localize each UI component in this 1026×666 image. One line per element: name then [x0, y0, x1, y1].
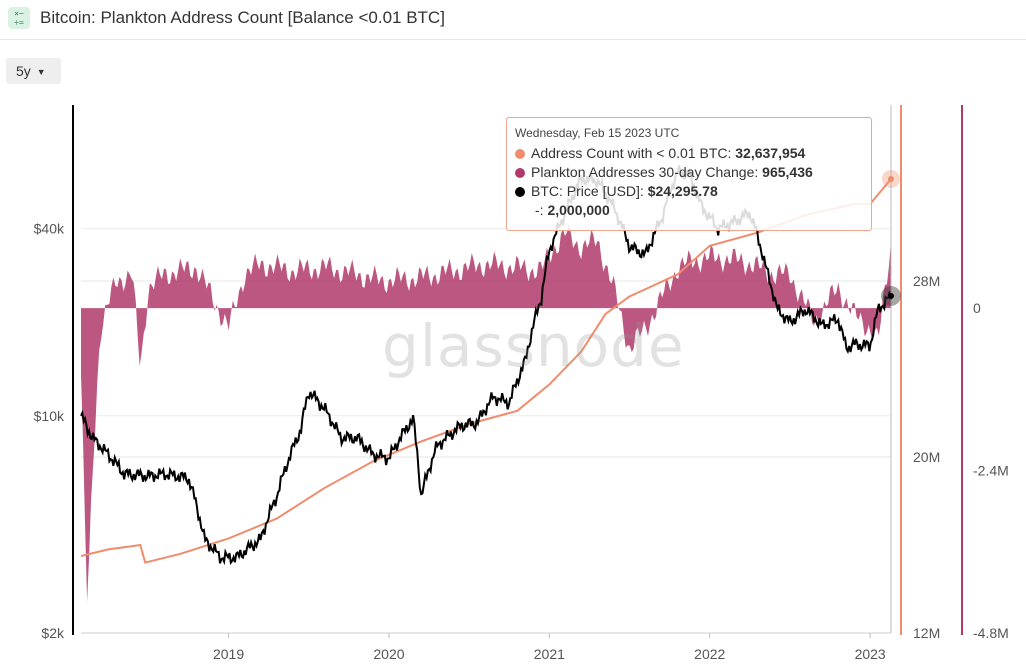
price-tick-label: $10k: [34, 408, 65, 424]
legend-dot: [515, 149, 525, 159]
page-title: Bitcoin: Plankton Address Count [Balance…: [40, 8, 445, 27]
legend-dot: [515, 187, 525, 197]
x-tick-label: 2023: [855, 646, 886, 662]
tooltip-value: 2,000,000: [547, 202, 610, 218]
address-tick-label: 12M: [913, 625, 940, 641]
tooltip-label: -:: [535, 202, 548, 218]
price-tick-label: $2k: [41, 625, 65, 641]
change-tick-label: -2.4M: [973, 463, 1009, 479]
x-tick-label: 2020: [373, 646, 404, 662]
price-tick-label: $40k: [34, 221, 65, 237]
tooltip-row-btc-price: BTC: Price [USD]: $24,295.78: [515, 182, 863, 201]
time-range-label: 5y: [16, 63, 31, 79]
tooltip-label: BTC: Price [USD]:: [531, 183, 648, 199]
address-tick-label: 28M: [913, 273, 940, 289]
header-bar: ×− ÷= Bitcoin: Plankton Address Count [Ba…: [0, 0, 1026, 40]
calculator-icon: ×− ÷=: [8, 7, 30, 29]
tooltip-label: Plankton Addresses 30-day Change:: [531, 164, 763, 180]
series-change-area: [81, 223, 891, 602]
x-tick-label: 2021: [534, 646, 565, 662]
x-tick-label: 2019: [213, 646, 244, 662]
address-tick-label: 20M: [913, 449, 940, 465]
time-range-dropdown[interactable]: 5y ▼: [6, 58, 61, 84]
caret-down-icon: ▼: [36, 67, 46, 77]
legend-dot: [515, 168, 525, 178]
series-address-count-line: [80, 178, 892, 564]
tooltip-row-reference: -: 2,000,000: [515, 201, 863, 220]
tooltip-row-address-count: Address Count with < 0.01 BTC: 32,637,95…: [515, 144, 863, 163]
tooltip-label: Address Count with < 0.01 BTC:: [531, 145, 736, 161]
hover-dot-address: [888, 175, 894, 182]
change-tick-label: -4.8M: [973, 625, 1009, 641]
tooltip-date: Wednesday, Feb 15 2023 UTC: [515, 126, 680, 140]
hover-dot-price: [888, 292, 894, 299]
tooltip-value: $24,295.78: [647, 183, 718, 199]
change-tick-label: 0: [973, 300, 981, 316]
tooltip-value: 965,436: [762, 164, 813, 180]
tooltip-value: 32,637,954: [735, 145, 806, 161]
chart-tooltip: Wednesday, Feb 15 2023 UTC Address Count…: [506, 117, 872, 231]
tooltip-row-30d-change: Plankton Addresses 30-day Change: 965,43…: [515, 163, 863, 182]
x-tick-label: 2022: [694, 646, 725, 662]
